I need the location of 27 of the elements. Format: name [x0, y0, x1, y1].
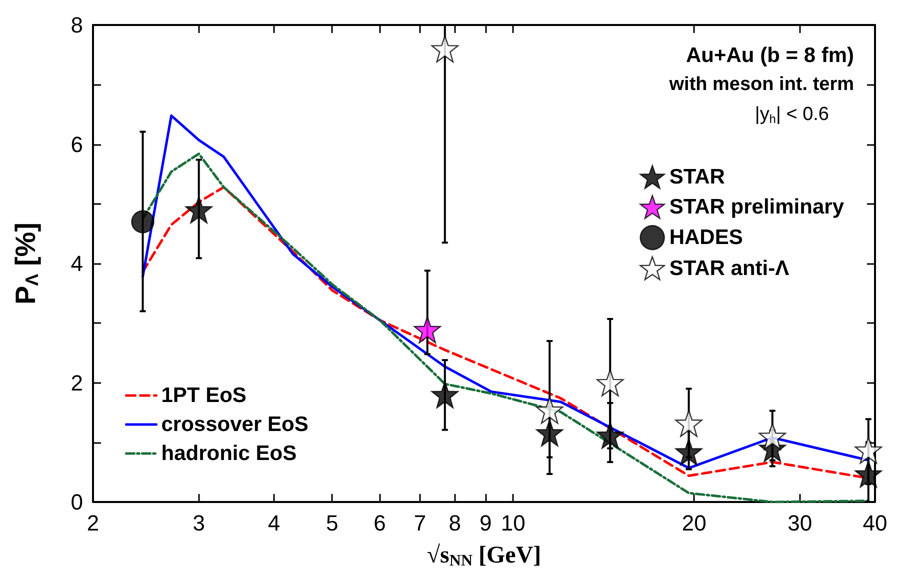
y-axis-title: PΛ [%] — [10, 222, 42, 305]
y-tick-label: 2 — [70, 370, 83, 396]
legend-label: 1PT EoS — [161, 384, 246, 407]
legend-label: STAR preliminary — [669, 196, 844, 219]
legend-label: HADES — [669, 226, 743, 250]
x-tick-label: 30 — [788, 510, 812, 536]
legend-label: crossover EoS — [161, 413, 308, 436]
legend-label: hadronic EoS — [161, 442, 297, 465]
x-tick-label: 10 — [500, 510, 526, 536]
x-tick-label: 4 — [268, 510, 280, 536]
x-tick-label: 40 — [862, 510, 888, 536]
x-tick-label: 6 — [374, 510, 386, 536]
annotation: Au+Au (b = 8 fm) — [686, 44, 854, 67]
x-tick-label: 20 — [682, 510, 706, 536]
y-tick-label: 4 — [70, 251, 83, 276]
x-tick-label: 2 — [86, 510, 100, 536]
legend-label: STAR anti-Λ — [669, 256, 790, 280]
y-tick-label: 0 — [70, 490, 83, 514]
y-tick-label: 8 — [70, 12, 83, 38]
x-tick-label: 9 — [479, 510, 492, 536]
y-tick-label: 6 — [70, 132, 83, 157]
x-tick-label: 3 — [192, 510, 205, 536]
x-tick-label: 7 — [414, 510, 426, 536]
x-tick-label: 5 — [326, 510, 338, 536]
legend-label: STAR — [669, 166, 725, 189]
annotation: with meson int. term — [668, 74, 854, 95]
x-tick-label: 8 — [448, 510, 461, 536]
